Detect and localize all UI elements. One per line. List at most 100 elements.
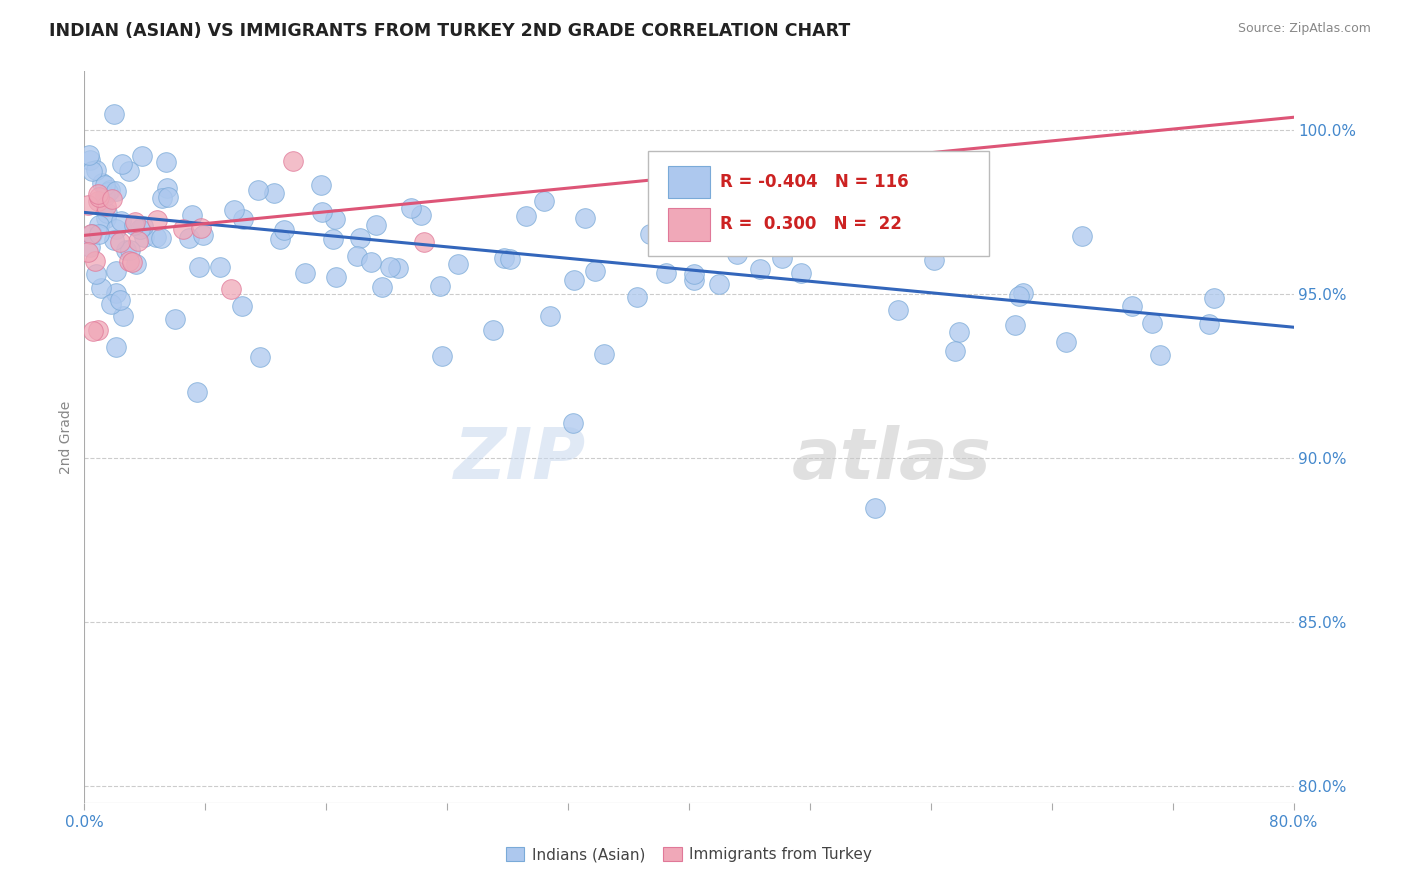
Point bbox=[294, 266, 316, 280]
Point bbox=[853, 230, 876, 244]
Point bbox=[948, 325, 970, 339]
Point bbox=[249, 350, 271, 364]
Point bbox=[87, 218, 110, 232]
Point bbox=[128, 221, 150, 235]
Point bbox=[127, 234, 149, 248]
Point bbox=[429, 278, 451, 293]
Point bbox=[231, 299, 253, 313]
Point bbox=[640, 227, 662, 241]
Point bbox=[155, 155, 177, 169]
Point bbox=[79, 153, 101, 167]
Point bbox=[346, 249, 368, 263]
Point bbox=[105, 264, 128, 278]
Point bbox=[125, 257, 148, 271]
Point bbox=[94, 178, 117, 193]
Point bbox=[1008, 289, 1031, 303]
Point bbox=[172, 222, 194, 236]
Point bbox=[790, 266, 813, 280]
Point bbox=[325, 270, 347, 285]
Legend: Indians (Asian), Immigrants from Turkey: Indians (Asian), Immigrants from Turkey bbox=[499, 841, 879, 868]
Point bbox=[84, 163, 107, 178]
Point bbox=[76, 198, 98, 212]
Point bbox=[1004, 318, 1026, 333]
Point bbox=[110, 213, 132, 227]
Point bbox=[98, 183, 121, 197]
Point bbox=[104, 285, 127, 300]
Point bbox=[399, 201, 422, 215]
Point bbox=[104, 185, 127, 199]
Point bbox=[131, 149, 153, 163]
Point bbox=[149, 231, 172, 245]
Point bbox=[79, 240, 101, 254]
Text: Source: ZipAtlas.com: Source: ZipAtlas.com bbox=[1237, 22, 1371, 36]
Point bbox=[682, 272, 704, 286]
Point bbox=[224, 203, 246, 218]
Point bbox=[1054, 335, 1077, 350]
Point bbox=[208, 260, 231, 274]
Point bbox=[1012, 285, 1035, 300]
Point bbox=[562, 272, 585, 286]
Point bbox=[157, 189, 180, 203]
Point bbox=[707, 277, 730, 291]
Point bbox=[682, 267, 704, 281]
Point bbox=[118, 254, 141, 268]
Point bbox=[80, 227, 103, 241]
Point bbox=[91, 176, 114, 190]
Point bbox=[77, 148, 100, 162]
Text: atlas: atlas bbox=[792, 425, 991, 493]
Point bbox=[80, 164, 103, 178]
Point bbox=[364, 218, 387, 232]
Point bbox=[446, 257, 468, 271]
Point bbox=[76, 244, 98, 259]
Text: R =  0.300   N =  22: R = 0.300 N = 22 bbox=[720, 215, 901, 234]
Point bbox=[124, 215, 146, 229]
Point bbox=[887, 303, 910, 318]
Point bbox=[263, 186, 285, 201]
Point bbox=[749, 261, 772, 276]
Point bbox=[103, 233, 125, 247]
Point bbox=[108, 293, 131, 307]
Point bbox=[145, 213, 167, 227]
Point bbox=[655, 266, 678, 280]
Text: INDIAN (ASIAN) VS IMMIGRANTS FROM TURKEY 2ND GRADE CORRELATION CHART: INDIAN (ASIAN) VS IMMIGRANTS FROM TURKEY… bbox=[49, 22, 851, 40]
Point bbox=[132, 219, 155, 233]
Point bbox=[180, 208, 202, 222]
Point bbox=[122, 218, 145, 232]
Point bbox=[89, 190, 111, 204]
Point bbox=[311, 205, 333, 219]
Point bbox=[190, 220, 212, 235]
Point bbox=[492, 251, 515, 265]
Point bbox=[430, 349, 453, 363]
Point bbox=[281, 153, 304, 168]
Point bbox=[1070, 228, 1092, 243]
Point bbox=[413, 235, 436, 249]
Point bbox=[87, 186, 110, 201]
Point bbox=[1204, 291, 1226, 305]
Point bbox=[247, 183, 270, 197]
Point bbox=[411, 208, 433, 222]
Point bbox=[626, 290, 648, 304]
Point bbox=[273, 223, 295, 237]
Point bbox=[219, 282, 242, 296]
Point bbox=[592, 347, 614, 361]
Point bbox=[515, 209, 537, 223]
Point bbox=[177, 231, 200, 245]
Point bbox=[101, 192, 124, 206]
Y-axis label: 2nd Grade: 2nd Grade bbox=[59, 401, 73, 474]
Point bbox=[380, 260, 402, 274]
Point bbox=[482, 323, 505, 337]
Point bbox=[111, 156, 134, 170]
Point bbox=[323, 211, 346, 226]
Point bbox=[165, 311, 187, 326]
Point bbox=[309, 178, 332, 192]
Point bbox=[863, 500, 886, 515]
Point bbox=[132, 230, 155, 244]
Point bbox=[725, 247, 748, 261]
Point bbox=[562, 416, 585, 430]
Point bbox=[121, 255, 143, 269]
Point bbox=[96, 205, 118, 219]
Point bbox=[1149, 348, 1171, 362]
Point bbox=[360, 255, 382, 269]
Point bbox=[574, 211, 596, 225]
Point bbox=[186, 385, 208, 400]
